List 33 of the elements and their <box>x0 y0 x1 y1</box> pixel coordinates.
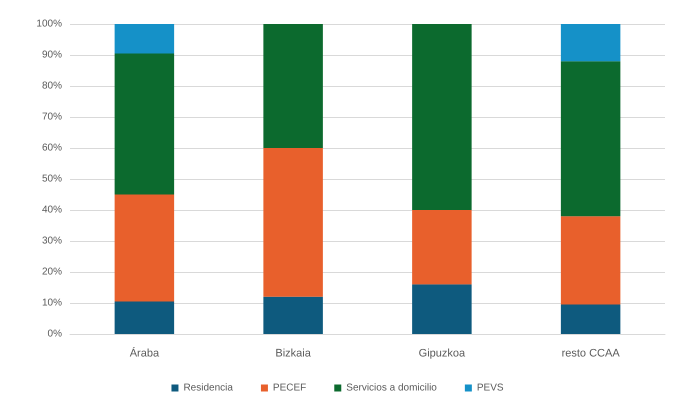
x-tick-label: Áraba <box>130 346 160 360</box>
y-tick-label: 60% <box>42 142 62 154</box>
bar <box>560 304 620 334</box>
x-tick-label: Gipuzkoa <box>418 348 466 360</box>
y-tick-label: 40% <box>42 204 62 216</box>
y-tick-label: 10% <box>42 298 62 308</box>
bar <box>412 24 472 210</box>
bar <box>114 301 174 334</box>
y-tick-label: 50% <box>42 174 62 184</box>
y-tick-label: 0% <box>48 328 62 340</box>
bar <box>263 24 323 148</box>
x-tick-label: resto CCAA <box>562 348 620 360</box>
y-tick-label: 90% <box>42 50 62 60</box>
y-tick-label: 80% <box>42 80 62 92</box>
x-tick-label: Bizkaia <box>275 348 312 360</box>
bar <box>560 61 620 216</box>
legend-label: PEVS <box>476 382 504 394</box>
bar <box>114 194 174 302</box>
bar <box>412 284 472 334</box>
bar <box>114 53 174 194</box>
y-tick-label: 70% <box>42 112 62 122</box>
bar <box>263 296 323 334</box>
legend-label: Servicios a domicilio <box>346 382 438 394</box>
legend-label: PECEF <box>272 382 306 394</box>
y-tick-label: 100% <box>36 18 62 30</box>
bar <box>560 24 620 62</box>
bar <box>560 216 620 305</box>
legend-label: Residencia <box>183 382 234 394</box>
bar <box>263 148 323 297</box>
y-tick-label: 20% <box>42 266 62 278</box>
bar <box>412 210 472 284</box>
bar <box>114 24 174 54</box>
y-tick-label: 30% <box>42 236 62 246</box>
